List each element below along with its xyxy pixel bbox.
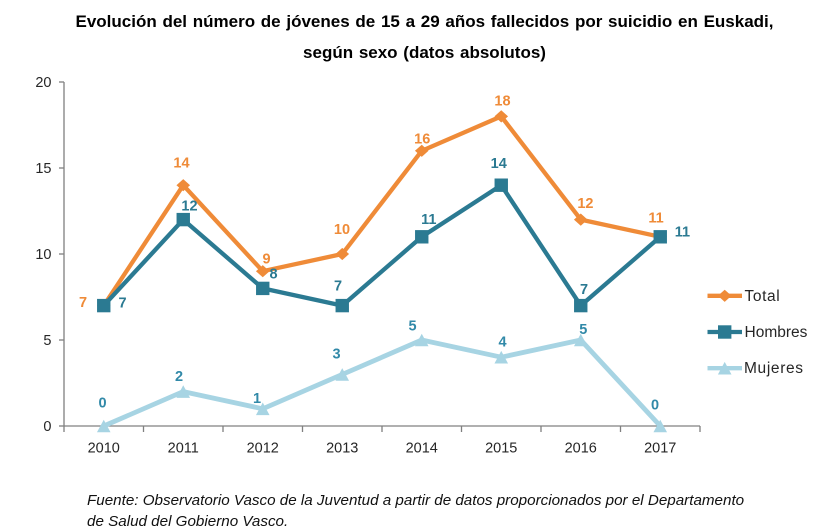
svg-text:0: 0: [43, 419, 51, 435]
svg-text:14: 14: [173, 155, 189, 171]
svg-text:2: 2: [175, 369, 183, 385]
svg-text:18: 18: [494, 94, 510, 110]
svg-text:3: 3: [332, 347, 340, 363]
svg-text:4: 4: [499, 335, 507, 351]
svg-text:0: 0: [99, 396, 107, 412]
svg-text:20: 20: [35, 75, 51, 91]
svg-text:11: 11: [421, 212, 436, 228]
svg-text:11: 11: [648, 211, 663, 227]
svg-text:2013: 2013: [326, 441, 358, 457]
svg-text:15: 15: [35, 161, 51, 177]
svg-text:5: 5: [43, 333, 51, 349]
svg-text:7: 7: [580, 282, 588, 298]
svg-text:8: 8: [270, 266, 278, 282]
svg-text:0: 0: [651, 398, 659, 414]
svg-text:2016: 2016: [565, 441, 597, 457]
svg-text:2017: 2017: [644, 441, 676, 457]
svg-text:10: 10: [35, 247, 51, 263]
svg-text:9: 9: [262, 251, 270, 267]
svg-text:16: 16: [414, 132, 430, 148]
svg-text:12: 12: [181, 198, 197, 214]
svg-text:7: 7: [118, 296, 126, 312]
svg-text:Mujeres: Mujeres: [744, 360, 804, 377]
svg-text:5: 5: [579, 322, 587, 338]
svg-text:12: 12: [577, 196, 593, 212]
svg-text:2012: 2012: [247, 441, 279, 457]
svg-text:14: 14: [491, 156, 507, 172]
svg-text:2015: 2015: [485, 441, 517, 457]
svg-text:2014: 2014: [406, 441, 438, 457]
svg-text:1: 1: [253, 391, 261, 407]
svg-text:7: 7: [334, 279, 342, 295]
svg-text:Total: Total: [745, 288, 781, 305]
svg-text:7: 7: [79, 295, 87, 311]
svg-text:10: 10: [334, 222, 350, 238]
svg-text:2011: 2011: [168, 441, 199, 457]
svg-text:2010: 2010: [88, 441, 120, 457]
svg-text:11: 11: [675, 225, 690, 241]
svg-text:Hombres: Hombres: [745, 324, 808, 341]
svg-text:5: 5: [409, 318, 417, 334]
